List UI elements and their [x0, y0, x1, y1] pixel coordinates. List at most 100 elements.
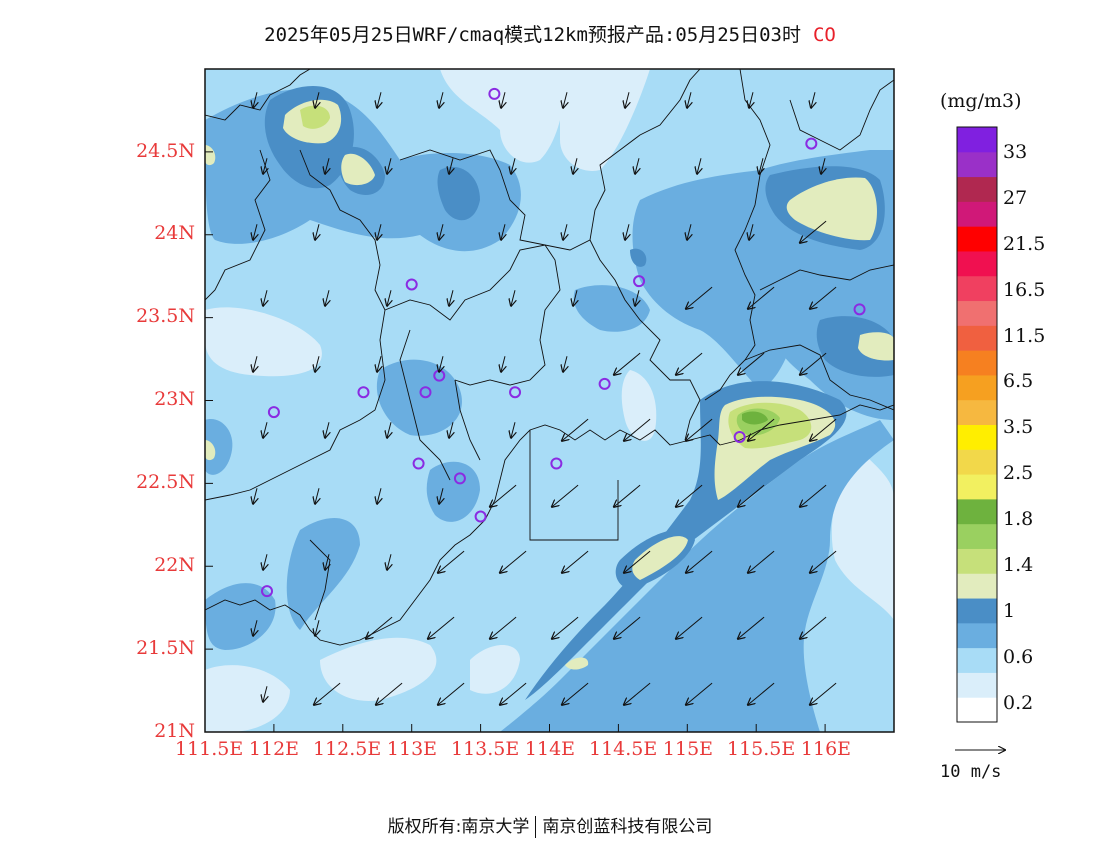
colorbar-swatch — [957, 300, 997, 326]
wind-vectors — [253, 92, 837, 705]
wind-vector — [263, 554, 267, 569]
wind-vector — [439, 92, 443, 107]
wind-vector — [511, 422, 515, 437]
field-light — [205, 665, 290, 732]
copyright-text: 版权所有:南京大学 — [387, 817, 530, 837]
field-light — [205, 307, 322, 377]
axis-ticks — [204, 151, 826, 733]
field-medium — [376, 359, 462, 436]
station-marker — [419, 386, 432, 399]
colorbar-swatch — [957, 449, 997, 475]
wind-vector — [676, 352, 703, 375]
colorbar-label: 1.4 — [1003, 554, 1034, 576]
station-marker — [805, 137, 818, 150]
colorbar-swatch — [957, 498, 997, 525]
field-light — [831, 450, 894, 620]
wind-vector — [387, 290, 391, 305]
wind-vector — [614, 352, 641, 375]
wind-vector — [800, 616, 827, 639]
wind-vector — [377, 488, 381, 503]
wind-vector — [624, 418, 651, 441]
station-marker — [633, 275, 646, 288]
wind-vector — [377, 224, 381, 239]
boundary-line — [384, 244, 561, 386]
wind-vector — [573, 290, 577, 305]
lat-label: 23.5N — [136, 305, 195, 327]
colorbar-swatch — [957, 474, 997, 500]
lat-label: 21.5N — [136, 637, 195, 659]
colorbar-swatch — [957, 127, 997, 153]
wind-vector — [635, 290, 639, 305]
wind-vector — [501, 224, 505, 239]
footer-divider — [535, 816, 537, 838]
lat-label: 21N — [154, 720, 195, 742]
wind-vector — [325, 290, 329, 305]
wind-vector — [315, 356, 319, 371]
field-pale — [632, 536, 688, 580]
field-pale — [565, 657, 589, 670]
wind-vector — [749, 224, 753, 239]
wind-vector — [687, 92, 691, 107]
colorbar-swatch — [957, 424, 997, 450]
wind-vector — [263, 686, 267, 701]
wind-vector — [439, 356, 443, 371]
station-marker — [412, 457, 425, 470]
wind-vector — [686, 550, 713, 573]
field-dark-green — [742, 411, 768, 425]
wind-vector — [686, 286, 713, 309]
field-light — [621, 370, 657, 441]
boundary-line — [205, 69, 311, 121]
lat-label: 23N — [154, 388, 195, 410]
wind-vector — [253, 356, 257, 371]
wind-vector — [738, 352, 765, 375]
lon-label: 114E — [524, 738, 576, 760]
lat-label: 24N — [154, 222, 195, 244]
company-text: 南京创蓝科技有限公司 — [542, 817, 713, 837]
wind-vector — [748, 418, 775, 441]
wind-vector — [438, 682, 465, 705]
colorbar-swatch — [957, 226, 997, 252]
wind-vector — [811, 92, 815, 107]
wind-vector — [253, 488, 257, 503]
wind-vector — [253, 620, 257, 635]
station-markers — [261, 87, 866, 598]
field-light — [320, 637, 437, 701]
wind-vector — [562, 550, 589, 573]
wind-reference-label: 10 m/s — [940, 762, 1002, 782]
wind-vector — [325, 422, 329, 437]
colorbar-swatch — [957, 201, 997, 227]
title-text: 2025年05月25日WRF/cmaq模式12km预报产品:05月25日03时 — [264, 24, 801, 46]
coastline — [205, 424, 721, 646]
wind-vector — [449, 158, 453, 173]
colorbar-swatch — [957, 622, 997, 649]
boundary-line — [789, 79, 894, 151]
boundary-line — [205, 149, 271, 301]
lat-label: 24.5N — [136, 140, 195, 162]
wind-vector — [490, 616, 517, 639]
colorbar-label: 6.5 — [1003, 370, 1034, 392]
station-marker — [405, 278, 418, 291]
station-marker — [357, 386, 370, 399]
lon-label: 114.5E — [589, 738, 658, 760]
wind-vector — [748, 550, 775, 573]
colorbar-label: 1 — [1003, 600, 1016, 622]
field-medium — [286, 518, 360, 630]
field-pale — [205, 145, 216, 166]
wind-vector — [325, 158, 329, 173]
field-medium — [500, 420, 894, 732]
field-pale — [786, 177, 877, 241]
wind-vector — [810, 682, 837, 705]
colorbar-swatch — [957, 374, 997, 401]
wind-vector — [563, 92, 567, 107]
wind-vector — [387, 554, 391, 569]
colorbar-frame — [956, 126, 998, 723]
field-medium — [573, 285, 650, 332]
station-marker — [598, 377, 611, 390]
colorbar-swatch — [957, 647, 997, 673]
wind-vector — [614, 484, 641, 507]
wind-vector — [563, 224, 567, 239]
wind-vector — [438, 550, 465, 573]
wind-vector — [573, 158, 577, 173]
colorbar-label: 1.8 — [1003, 508, 1034, 530]
station-marker — [474, 510, 487, 523]
